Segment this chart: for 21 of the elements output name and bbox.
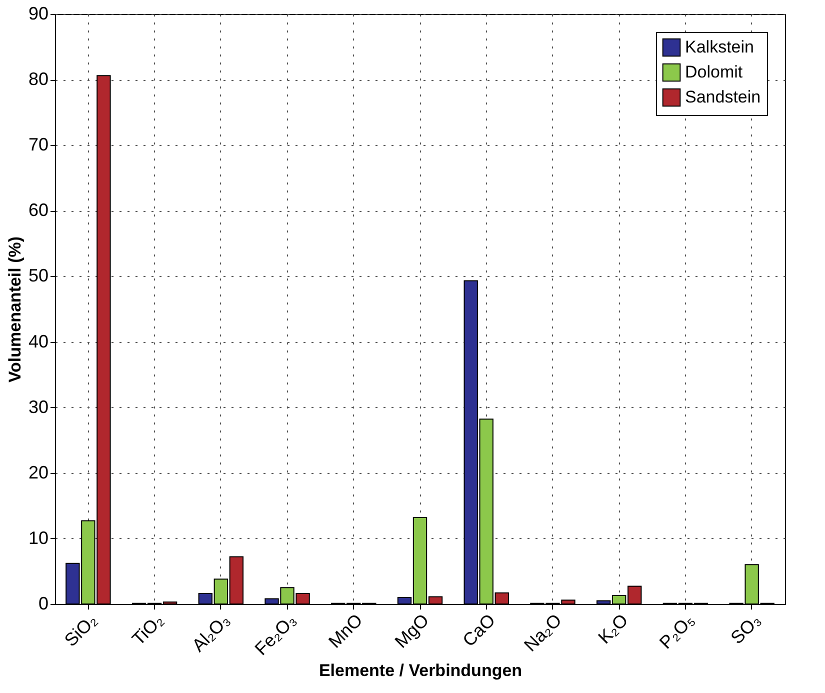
y-tick-label: 80 [28, 69, 48, 90]
x-tick-label: CaO [458, 610, 500, 650]
y-tick-label: 90 [28, 4, 48, 24]
y-axis-title: Volumenanteil (%) [5, 236, 24, 383]
x-axis-title: Elemente / Verbindungen [318, 661, 522, 680]
x-tick-label: K₂O [594, 610, 632, 648]
y-tick-label: 0 [38, 594, 48, 614]
y-tick-label: 50 [28, 266, 48, 286]
y-tick-label: 30 [28, 396, 48, 417]
y-tick-label: 70 [28, 134, 48, 155]
legend-label: Dolomit [685, 62, 743, 82]
x-tick-label: SO₃ [726, 610, 765, 648]
x-tick-label: SiO₂ [60, 610, 101, 650]
legend-label: Sandstein [685, 88, 761, 106]
y-tick-label: 20 [28, 462, 48, 482]
x-tick-label: TiO₂ [128, 610, 168, 650]
y-tick-label: 40 [28, 331, 48, 352]
y-tick-label: 60 [28, 200, 48, 220]
y-tick-label: 10 [28, 528, 48, 548]
legend-label: Kalkstein [685, 38, 754, 56]
x-tick-label: P₂O₅ [656, 610, 698, 653]
